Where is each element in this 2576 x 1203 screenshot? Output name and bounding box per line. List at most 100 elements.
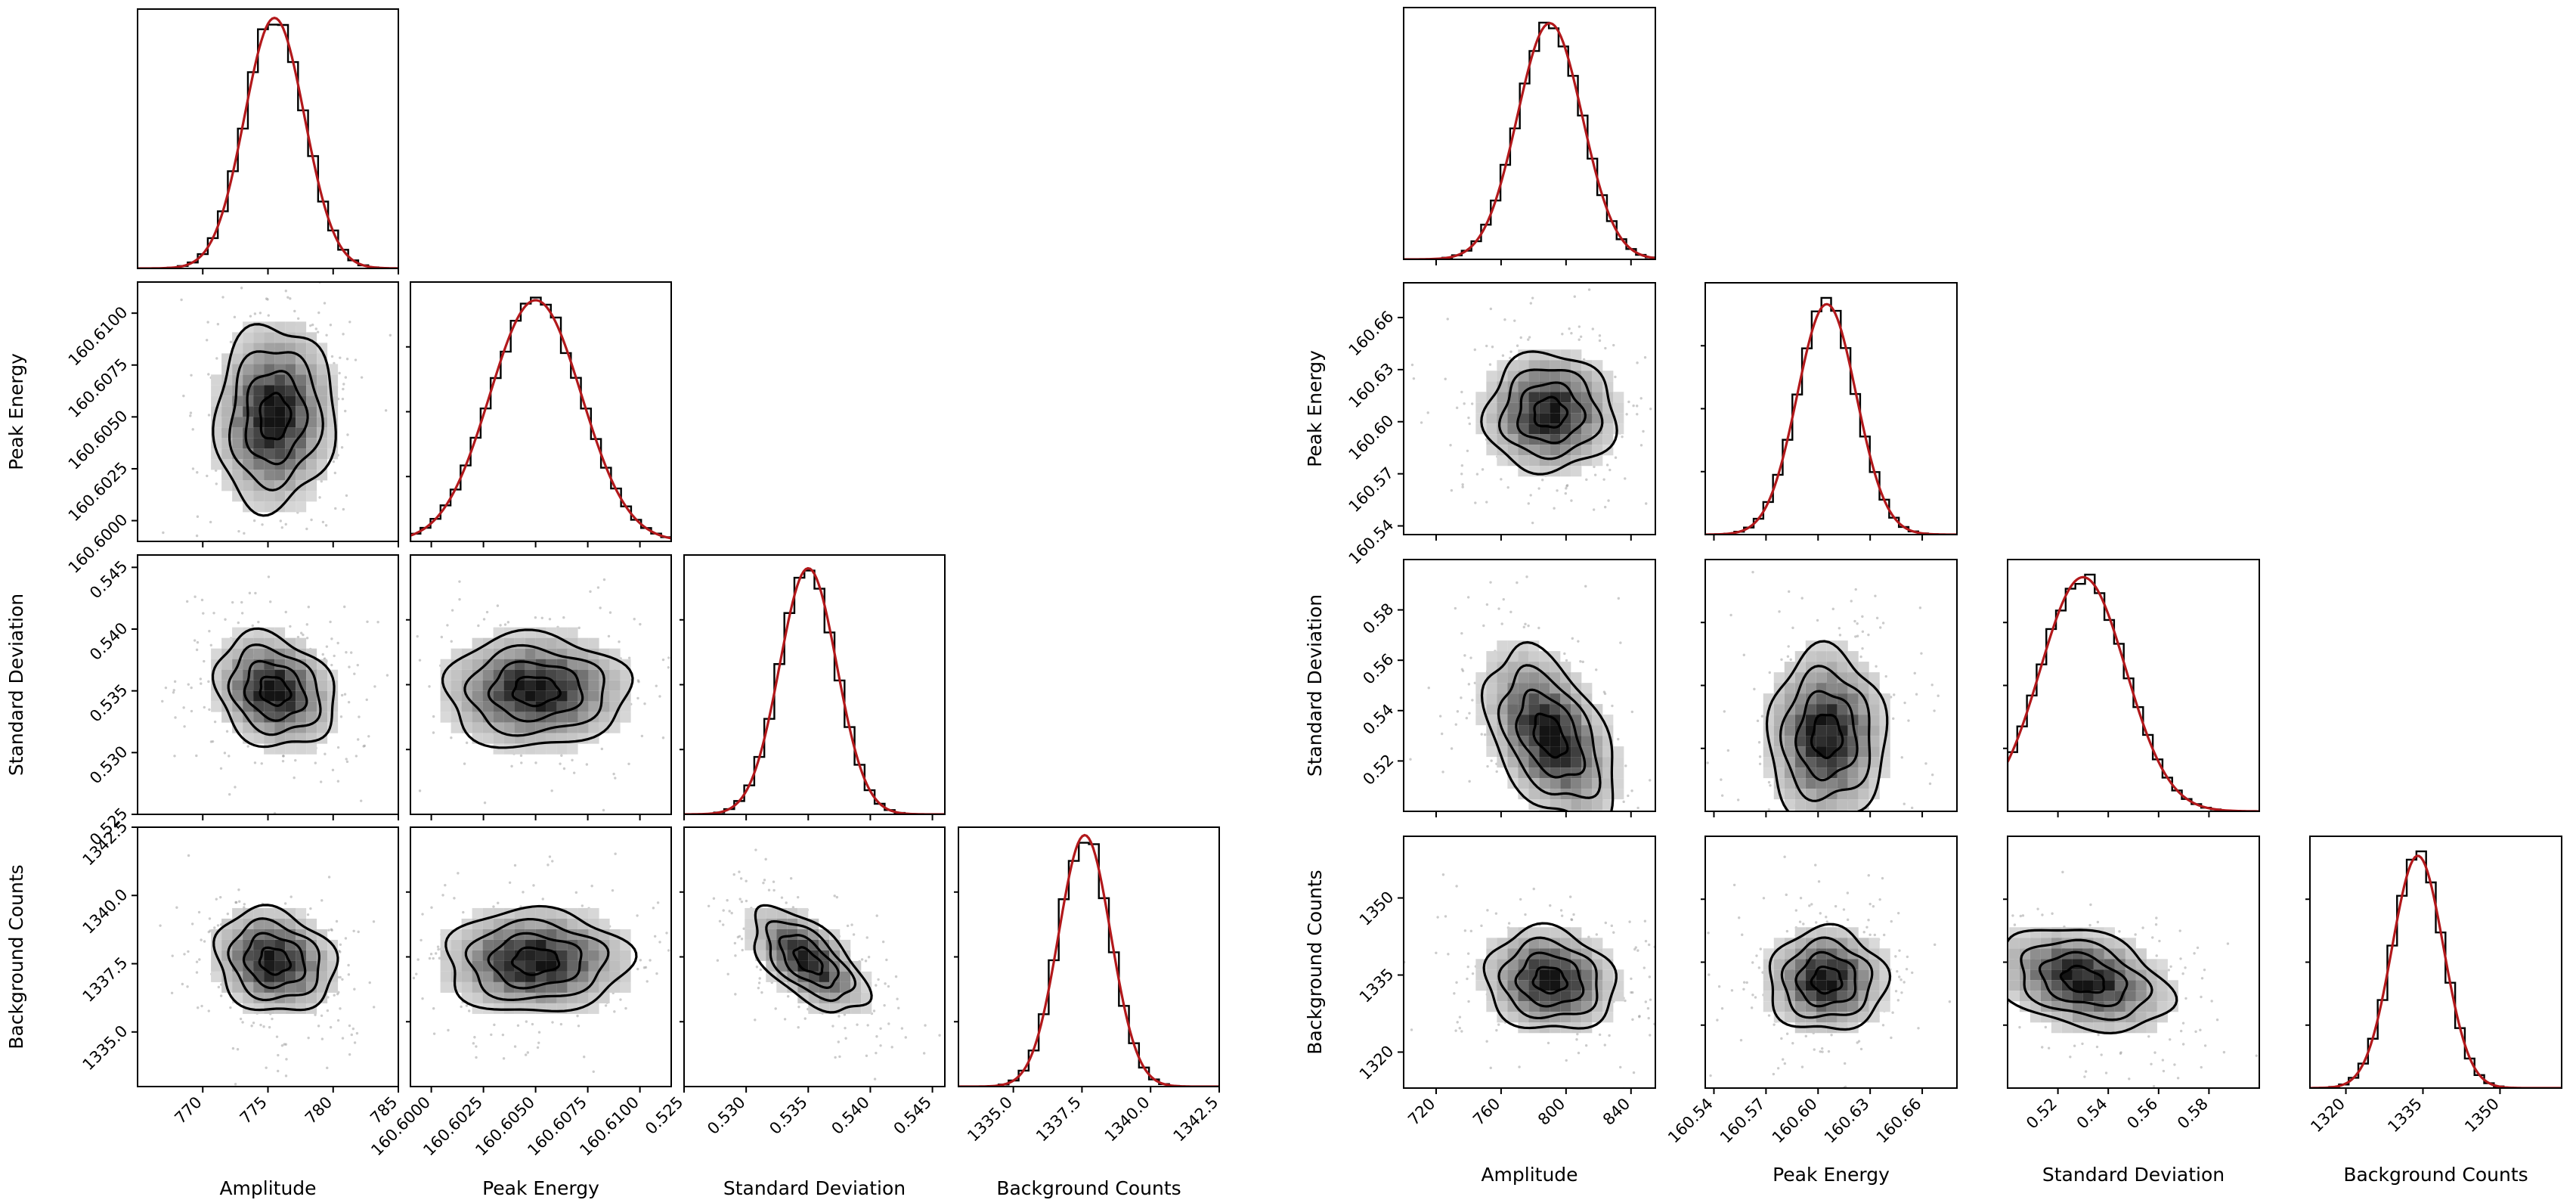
sample-point <box>1614 375 1617 379</box>
density-cell <box>264 364 275 375</box>
density-cell <box>2008 948 2020 960</box>
sample-point <box>2047 1046 2051 1050</box>
contour-level-3 <box>765 919 857 1003</box>
sample-point <box>1813 1048 1816 1051</box>
sample-point <box>867 956 871 959</box>
density-cell <box>253 648 265 659</box>
sample-point <box>865 936 868 939</box>
contour-level-4 <box>212 323 337 517</box>
density-cell <box>274 491 286 502</box>
sample-point <box>576 1014 579 1018</box>
sample-point <box>475 1045 478 1048</box>
sample-point <box>1750 1006 1754 1009</box>
density-cell <box>296 981 307 993</box>
sample-point <box>239 1017 243 1021</box>
sample-point <box>1649 1034 1652 1037</box>
density-cell <box>461 701 472 712</box>
density-cell <box>274 343 286 354</box>
sample-point <box>1881 622 1885 625</box>
sample-point <box>497 901 500 904</box>
sample-point <box>1780 658 1783 661</box>
density-cell <box>1528 360 1540 371</box>
density-cell <box>296 459 307 470</box>
sample-point <box>450 609 454 612</box>
contour-level-4 <box>441 628 634 749</box>
contour-level-1 <box>511 675 562 708</box>
density-cell <box>1858 746 1869 758</box>
density-cell <box>482 971 494 982</box>
sample-point <box>1948 1000 1952 1003</box>
sample-point <box>2128 1077 2131 1081</box>
sample-point <box>293 309 296 313</box>
sample-point <box>1559 909 1563 912</box>
sample-point <box>1708 973 1711 976</box>
density-cell <box>461 712 472 723</box>
sample-point <box>243 903 246 906</box>
corner-plot-2: 160.54160.57160.60160.63160.660.520.540.… <box>1304 7 2562 1186</box>
density-cell <box>577 939 589 950</box>
sample-point <box>1667 968 1669 970</box>
sample-point <box>1598 1033 1602 1037</box>
sample-point <box>1867 633 1870 637</box>
sample-point <box>299 1047 301 1050</box>
sample-point <box>300 601 302 603</box>
sample-point <box>885 958 888 962</box>
sample-point <box>1686 928 1688 930</box>
density-cell <box>1816 789 1827 800</box>
sample-point <box>338 371 341 375</box>
density-cell <box>1581 959 1593 970</box>
sample-point <box>1604 346 1607 350</box>
density-cell <box>296 1003 307 1014</box>
sample-point <box>1758 762 1762 765</box>
sample-point <box>324 524 328 527</box>
density-cell <box>264 427 275 439</box>
sample-point <box>1503 318 1506 321</box>
sample-point <box>1471 826 1473 828</box>
density-cell <box>1816 736 1827 747</box>
density-cell <box>1794 704 1806 715</box>
sample-point <box>646 980 649 983</box>
sample-point <box>195 960 199 963</box>
sample-point <box>317 311 320 315</box>
sample-point <box>1989 991 1991 994</box>
sample-point <box>1853 619 1856 623</box>
sample-point <box>510 764 513 768</box>
x-axis-label: Background Counts <box>996 1177 1181 1199</box>
density-cell <box>450 680 462 691</box>
density-cell <box>1497 683 1508 694</box>
sample-point <box>1861 872 1863 874</box>
sample-point <box>611 888 615 892</box>
y-tick-label: 1320 <box>1356 1042 1398 1084</box>
density-cell <box>1773 704 1785 715</box>
sample-point <box>1627 400 1630 404</box>
density-cell <box>2019 938 2030 949</box>
density-cell <box>450 648 462 659</box>
sample-point <box>1581 660 1584 664</box>
sample-point <box>1827 845 1829 848</box>
sample-point <box>833 894 836 898</box>
sample-point <box>679 896 681 898</box>
y-tick-label: 0.54 <box>1359 700 1397 738</box>
density-cell <box>317 939 328 950</box>
density-cell <box>296 743 307 755</box>
density-cell <box>482 648 494 659</box>
sample-point <box>1667 1017 1670 1019</box>
sample-point <box>1604 921 1608 925</box>
sample-point <box>203 705 206 709</box>
sample-point <box>437 947 440 951</box>
density-cell <box>1528 423 1540 435</box>
sample-point <box>890 1046 893 1049</box>
sample-point <box>404 965 407 967</box>
sample-point <box>345 494 348 498</box>
sample-point <box>1577 1051 1581 1055</box>
sample-point <box>599 606 602 609</box>
sample-point <box>295 594 297 596</box>
sample-point <box>406 1061 408 1063</box>
density-cell <box>567 680 578 691</box>
density-cell <box>264 406 275 417</box>
density-cell <box>556 701 568 712</box>
sample-point <box>1497 607 1500 610</box>
density-cell <box>1847 969 1859 981</box>
density-cell <box>285 364 296 375</box>
sample-point <box>259 312 262 315</box>
